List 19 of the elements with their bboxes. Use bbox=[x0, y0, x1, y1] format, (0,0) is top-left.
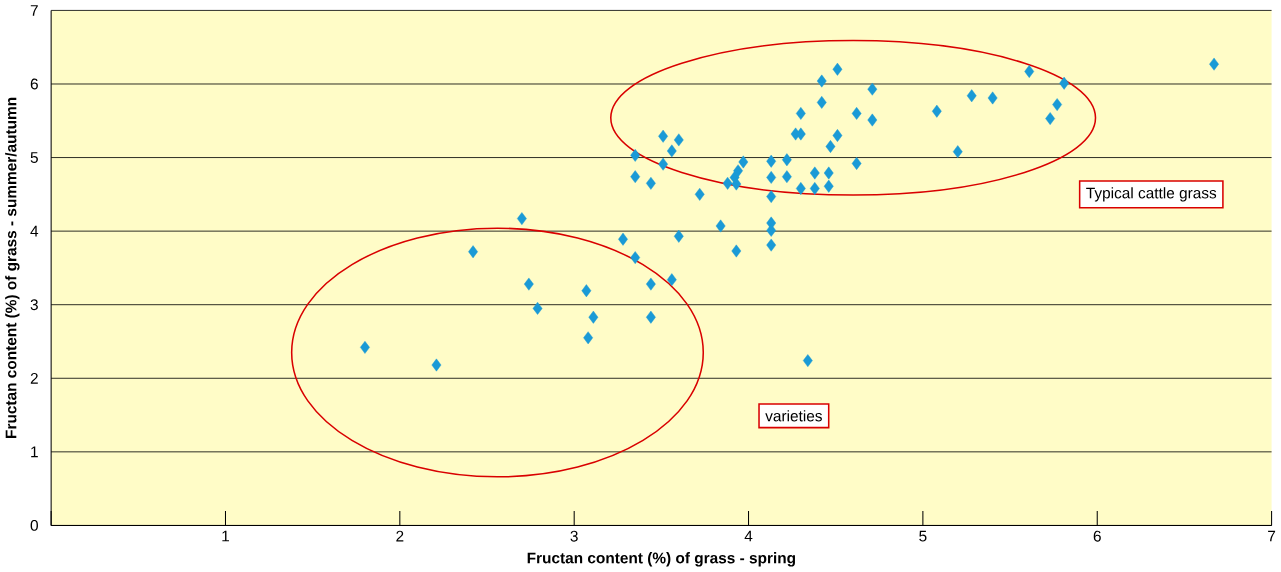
x-tick-label: 3 bbox=[570, 530, 578, 542]
x-tick-label: 7 bbox=[1268, 530, 1276, 542]
y-tick-label: 3 bbox=[30, 299, 38, 311]
y-tick-label: 2 bbox=[30, 373, 38, 384]
y-tick-label: 6 bbox=[30, 78, 38, 90]
y-tick-label: 5 bbox=[30, 152, 38, 164]
y-tick-label: 7 bbox=[30, 5, 38, 16]
y-tick-label: 0 bbox=[30, 520, 38, 532]
x-tick-label: 6 bbox=[1093, 530, 1101, 542]
x-tick-label: 1 bbox=[222, 530, 230, 542]
y-tick-label: 4 bbox=[30, 226, 39, 237]
annotation: varieties bbox=[765, 410, 822, 422]
x-tick-label: 2 bbox=[396, 530, 404, 542]
y-axis-title: Fructan content (%) of grass - summer/autumn bbox=[5, 98, 20, 439]
x-tick-label: 4 bbox=[744, 530, 753, 542]
y-tick-label: 1 bbox=[31, 446, 38, 458]
x-tick-label: 5 bbox=[919, 530, 927, 542]
x-axis-title: Fructan content (%) of grass - spring bbox=[527, 552, 796, 567]
annotation: Typical cattle grass bbox=[1086, 187, 1217, 202]
